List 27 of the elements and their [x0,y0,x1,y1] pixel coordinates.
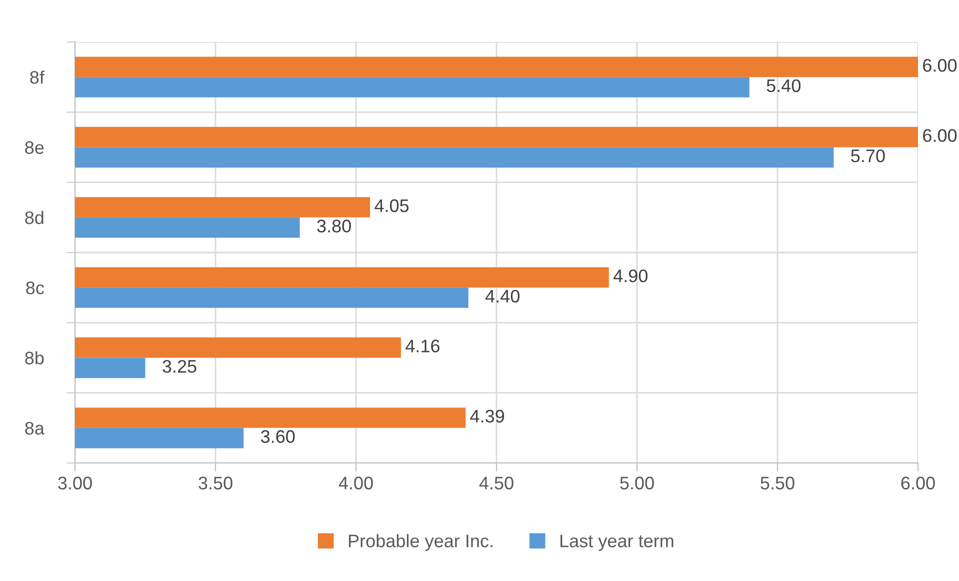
data-label: 4.05 [374,199,409,212]
y-tick-label: 8a [25,422,44,435]
y-tick-label: 8e [25,141,44,154]
legend-label: Probable year Inc. [348,534,492,551]
data-label: 4.16 [406,340,440,352]
x-tick-label: 6.00 [901,476,935,490]
x-tick-label: 5.00 [620,476,654,490]
y-tick-label: 8d [25,210,44,224]
legend-label: Last year term [560,534,674,551]
data-label: 6.00 [923,58,957,72]
data-label: 3.60 [260,430,295,443]
y-tick-label: 8c [26,282,44,294]
data-label: 4.40 [485,290,520,303]
x-tick-label: 4.00 [338,476,373,490]
data-label: 6.00 [923,129,957,142]
y-tick-label: 8f [30,70,44,84]
data-label: 3.25 [162,360,196,373]
x-tick-label: 4.50 [479,476,514,490]
data-label: 4.90 [613,269,648,282]
data-label: 5.70 [851,149,885,162]
y-tick-label: 8b [25,351,44,364]
data-label: 5.40 [766,79,800,92]
data-label: 3.80 [317,220,351,232]
x-tick-label: 5.50 [760,476,794,490]
x-tick-label: 3.00 [58,476,92,490]
x-tick-label: 3.50 [198,476,232,490]
data-label: 4.39 [470,410,504,423]
